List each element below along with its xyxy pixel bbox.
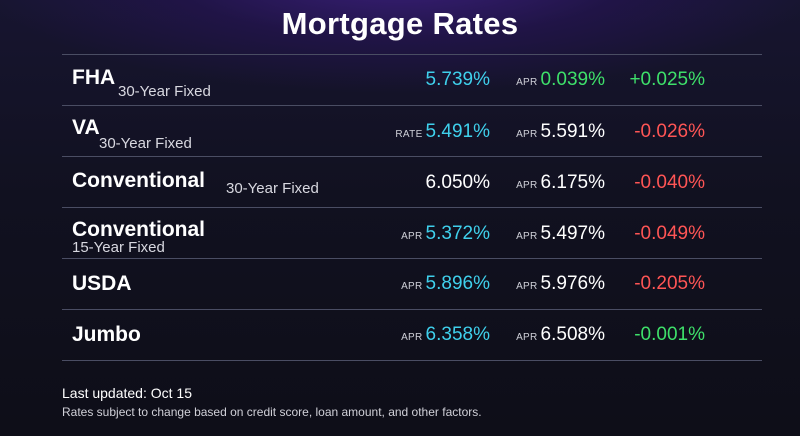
- rate-value: APR 5.372%: [401, 223, 490, 244]
- rate-change: -0.205%: [634, 273, 705, 294]
- loan-term: 15-Year Fixed: [72, 239, 165, 256]
- rate-change: -0.040%: [634, 172, 705, 193]
- apr-value: APR 6.508%: [516, 324, 605, 345]
- rate-row-conventional-30: Conventional 30-Year Fixed 6.050% APR 6.1…: [62, 157, 762, 208]
- apr-tag: APR: [516, 129, 538, 140]
- loan-type-name: VA: [72, 116, 100, 139]
- rate-change: -0.026%: [634, 121, 705, 142]
- last-updated-text: Last updated: Oct 15: [62, 385, 192, 401]
- loan-type-name: Jumbo: [72, 323, 141, 346]
- loan-term: 30-Year Fixed: [118, 83, 211, 100]
- apr-value: APR 5.591%: [516, 121, 605, 142]
- apr-tag: APR: [516, 180, 538, 191]
- loan-type-name: USDA: [72, 272, 132, 295]
- loan-type-name: Conventional: [72, 218, 206, 241]
- apr-tag: APR: [516, 332, 538, 343]
- rate-tag: APR: [401, 332, 423, 343]
- rate-change: -0.049%: [634, 223, 705, 244]
- loan-type-name: FHA: [72, 66, 116, 89]
- apr-tag: APR: [516, 77, 538, 88]
- rate-value: APR 5.896%: [401, 273, 490, 294]
- rate-row-fha: FHA 30-Year Fixed 5.739% APR 0.039% +0.02…: [62, 55, 762, 106]
- rates-table: FHA 30-Year Fixed 5.739% APR 0.039% +0.02…: [62, 54, 762, 361]
- loan-term: 30-Year Fixed: [226, 180, 319, 197]
- apr-value: APR 5.497%: [516, 223, 605, 244]
- disclaimer-text: Rates subject to change based on credit …: [62, 405, 482, 419]
- table-top-divider: [62, 54, 762, 55]
- rate-value: 5.739%: [425, 69, 490, 90]
- apr-value: APR 0.039%: [516, 69, 605, 90]
- rate-row-va: VA 30-Year Fixed RATE 5.491% APR 5.591% -0…: [62, 106, 762, 157]
- loan-term: 30-Year Fixed: [99, 135, 192, 152]
- rate-change: -0.001%: [634, 324, 705, 345]
- rate-row-jumbo: Jumbo APR 6.358% APR 6.508% -0.001%: [62, 310, 762, 361]
- apr-value: APR 5.976%: [516, 273, 605, 294]
- rate-value: APR 6.358%: [401, 324, 490, 345]
- rate-tag: APR: [401, 281, 423, 292]
- rate-row-usda: USDA APR 5.896% APR 5.976% -0.205%: [62, 259, 762, 310]
- rate-tag: APR: [401, 231, 423, 242]
- apr-tag: APR: [516, 231, 538, 242]
- apr-value: APR 6.175%: [516, 172, 605, 193]
- page-title: Mortgage Rates: [281, 6, 519, 41]
- rate-tag: RATE: [395, 129, 423, 140]
- loan-type-name: Conventional: [72, 169, 206, 192]
- rate-value: RATE 5.491%: [395, 121, 490, 142]
- rate-change: +0.025%: [629, 69, 705, 90]
- apr-tag: APR: [516, 281, 538, 292]
- rate-row-conventional-15: Conventional 15-Year Fixed APR 5.372% APR…: [62, 208, 762, 259]
- rate-value: 6.050%: [425, 172, 490, 193]
